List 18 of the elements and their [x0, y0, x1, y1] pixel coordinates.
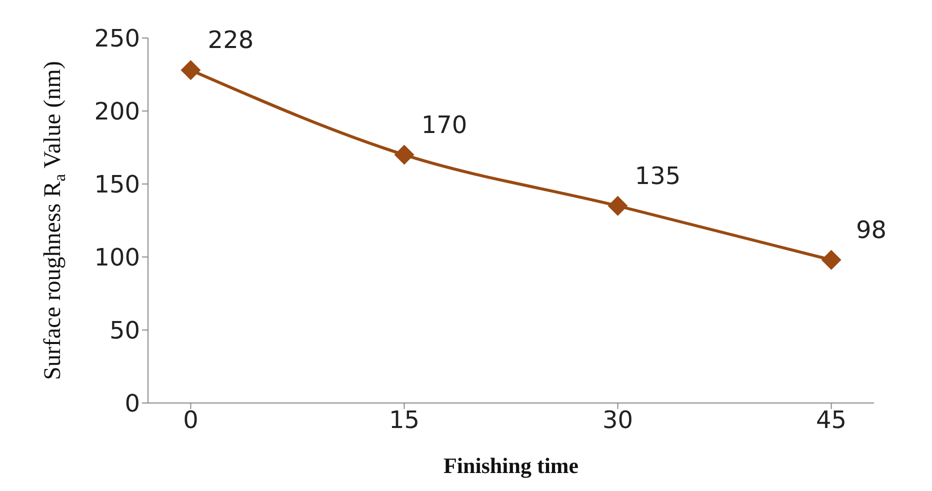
- point: [180, 60, 201, 80]
- x-tick-label: 15: [388, 406, 420, 434]
- point: [394, 144, 414, 165]
- data-label: 98: [856, 216, 887, 244]
- y-tick-label: 150: [94, 170, 140, 199]
- x-tick-label: 45: [816, 406, 847, 434]
- y-tick-label: 200: [94, 98, 140, 126]
- data-label: 135: [634, 162, 681, 190]
- x-tick-label: 0: [183, 406, 198, 434]
- data-label: 228: [208, 26, 254, 54]
- y-tick-label: 100: [94, 244, 140, 272]
- y-tick-label: 250: [94, 24, 140, 53]
- y-tick-label: 50: [109, 316, 140, 345]
- point: [608, 196, 628, 216]
- point: [821, 250, 842, 270]
- x-axis-title: Finishing time: [443, 453, 579, 478]
- data-label: 170: [421, 110, 468, 139]
- x-tick-label: 30: [602, 406, 634, 434]
